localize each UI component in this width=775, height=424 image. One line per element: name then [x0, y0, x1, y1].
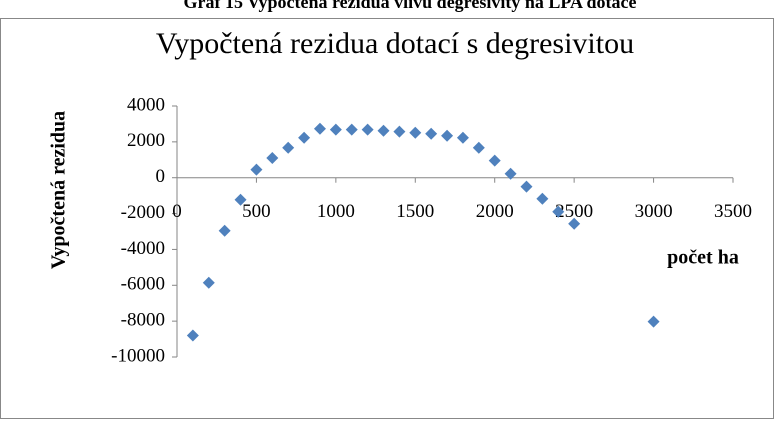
point — [393, 125, 406, 138]
y-tick-label: -8000 — [121, 310, 165, 331]
point — [472, 141, 485, 154]
x-tick-label: 500 — [242, 201, 271, 222]
point — [456, 131, 469, 144]
point — [282, 141, 295, 154]
point — [377, 124, 390, 137]
point — [488, 154, 501, 167]
point — [647, 315, 660, 328]
x-tick-label: 2500 — [555, 201, 593, 222]
point — [552, 205, 565, 218]
point — [425, 127, 438, 140]
y-tick-label: -4000 — [121, 238, 165, 259]
x-tick-label: 1000 — [317, 201, 355, 222]
point — [329, 123, 342, 136]
point — [361, 123, 374, 136]
y-tick-label: -6000 — [121, 274, 165, 295]
x-axis-label: počet ha — [667, 247, 739, 269]
point — [234, 193, 247, 206]
chart-title: Vypočtená rezidua dotací s degresivitou — [156, 27, 634, 60]
x-tick-label: 2000 — [476, 201, 514, 222]
point — [536, 192, 549, 205]
x-tick-label: 3500 — [714, 201, 752, 222]
y-tick-label: -10000 — [111, 345, 165, 366]
x-tick-label: 3000 — [635, 201, 673, 222]
y-tick-label: -2000 — [121, 202, 165, 223]
y-tick-label: 4000 — [127, 94, 165, 115]
y-tick-label: 2000 — [127, 130, 165, 151]
point — [313, 122, 326, 135]
point — [409, 126, 422, 139]
point — [250, 163, 263, 176]
caption: Graf 15 Vypočtená rezidua vlivu degresiv… — [184, 0, 637, 12]
point — [202, 276, 215, 289]
x-tick-label: 0 — [172, 201, 182, 222]
y-tick-label: 0 — [156, 166, 166, 187]
point — [441, 129, 454, 142]
y-axis-label: Vypočtená rezidua — [48, 111, 70, 269]
point — [186, 329, 199, 342]
x-tick-label: 1500 — [396, 201, 434, 222]
chart-frame — [0, 18, 774, 419]
point — [298, 131, 311, 144]
point — [218, 224, 231, 237]
point — [568, 217, 581, 230]
point — [345, 123, 358, 136]
point — [266, 151, 279, 164]
point — [520, 180, 533, 193]
point — [504, 167, 517, 180]
